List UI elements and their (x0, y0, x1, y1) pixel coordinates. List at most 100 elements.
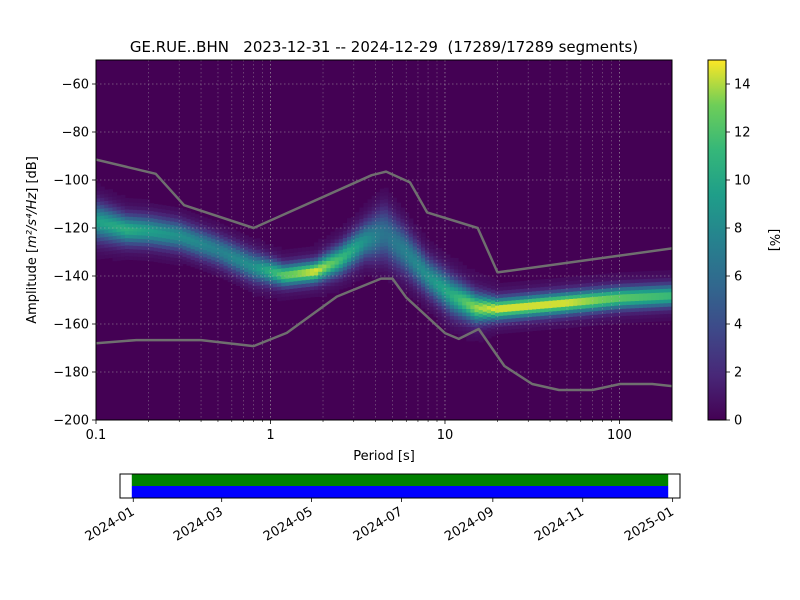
histogram-cell (297, 265, 303, 270)
y-tick-label: −160 (53, 318, 89, 333)
histogram-cell (277, 271, 282, 277)
histogram-cell (314, 246, 319, 251)
histogram-cell (421, 254, 426, 259)
histogram-cell (585, 278, 591, 284)
histogram-cell (536, 319, 541, 324)
histogram-cell (466, 326, 471, 331)
histogram-cell (104, 239, 109, 245)
histogram-cell (478, 334, 484, 339)
histogram-cell (272, 250, 278, 255)
histogram-cell (626, 286, 632, 291)
histogram-cell (449, 272, 455, 277)
histogram-cell (449, 257, 455, 262)
histogram-cell (416, 237, 422, 242)
histogram-cell (384, 187, 389, 192)
histogram-cell (639, 271, 644, 276)
histogram-cell (371, 213, 377, 218)
histogram-cell (157, 229, 163, 234)
histogram-cell (314, 289, 319, 294)
histogram-cell (569, 320, 574, 325)
histogram-cell (272, 265, 278, 270)
histogram-cell (190, 234, 196, 239)
histogram-cell (363, 228, 369, 233)
histogram-cell (507, 314, 513, 319)
histogram-cell (630, 311, 636, 316)
histogram-cell (133, 234, 138, 239)
histogram-cell (388, 264, 393, 269)
histogram-cell (614, 315, 620, 321)
histogram-cell (593, 299, 599, 304)
histogram-cell (565, 316, 570, 321)
histogram-cell (569, 302, 574, 307)
histogram-cell (120, 230, 126, 236)
histogram-cell (223, 243, 229, 248)
histogram-cell (256, 267, 262, 272)
histogram-cell (108, 217, 114, 223)
histogram-cell (392, 276, 397, 282)
histogram-cell (470, 301, 476, 306)
histogram-cell (149, 257, 155, 262)
histogram-cell (141, 234, 146, 240)
histogram-cell (507, 285, 513, 290)
histogram-cell (153, 229, 159, 234)
histogram-cell (342, 273, 348, 278)
histogram-cell (433, 309, 439, 314)
histogram-cell (630, 314, 636, 320)
histogram-cell (223, 268, 229, 273)
histogram-cell (219, 266, 225, 272)
histogram-cell (384, 238, 389, 243)
histogram-cell (170, 217, 175, 222)
histogram-cell (100, 222, 105, 227)
histogram-cell (137, 209, 142, 214)
histogram-cell (416, 248, 422, 253)
histogram-cell (511, 299, 517, 305)
histogram-cell (170, 246, 175, 251)
histogram-cell (462, 290, 467, 295)
histogram-cell (589, 289, 595, 294)
histogram-cell (186, 254, 192, 259)
histogram-cell (548, 296, 554, 301)
histogram-cell (264, 276, 270, 282)
histogram-cell (186, 211, 192, 216)
histogram-cell (338, 274, 344, 279)
histogram-cell (198, 237, 204, 242)
histogram-cell (581, 311, 587, 316)
histogram-cell (153, 232, 159, 237)
histogram-cell (606, 295, 611, 300)
histogram-cell (593, 281, 599, 286)
histogram-cell (445, 268, 451, 274)
histogram-cell (285, 263, 290, 268)
histogram-cell (309, 293, 315, 298)
histogram-cell (495, 322, 500, 328)
histogram-cell (581, 315, 587, 320)
histogram-cell (207, 261, 212, 267)
histogram-cell (523, 320, 529, 325)
histogram-cell (453, 268, 459, 273)
histogram-cell (170, 249, 175, 254)
histogram-cell (190, 219, 196, 224)
histogram-cell (412, 242, 418, 247)
histogram-cell (305, 293, 311, 298)
histogram-cell (470, 333, 476, 338)
histogram-cell (359, 257, 365, 263)
histogram-cell (116, 238, 122, 243)
histogram-cell (248, 266, 253, 271)
histogram-cell (663, 277, 669, 282)
histogram-cell (408, 240, 414, 245)
histogram-cell (556, 299, 562, 304)
histogram-cell (277, 286, 282, 291)
histogram-cell (153, 207, 159, 212)
histogram-cell (235, 263, 241, 269)
histogram-cell (145, 220, 151, 225)
histogram-cell (400, 279, 406, 284)
histogram-cell (338, 263, 344, 268)
histogram-cell (626, 304, 632, 309)
histogram-cell (285, 285, 290, 290)
histogram-cell (375, 195, 381, 200)
histogram-cell (96, 215, 101, 220)
histogram-cell (433, 305, 439, 311)
histogram-cell (560, 291, 566, 297)
histogram-cell (421, 257, 426, 262)
histogram-cell (223, 247, 229, 252)
histogram-cell (330, 285, 336, 290)
